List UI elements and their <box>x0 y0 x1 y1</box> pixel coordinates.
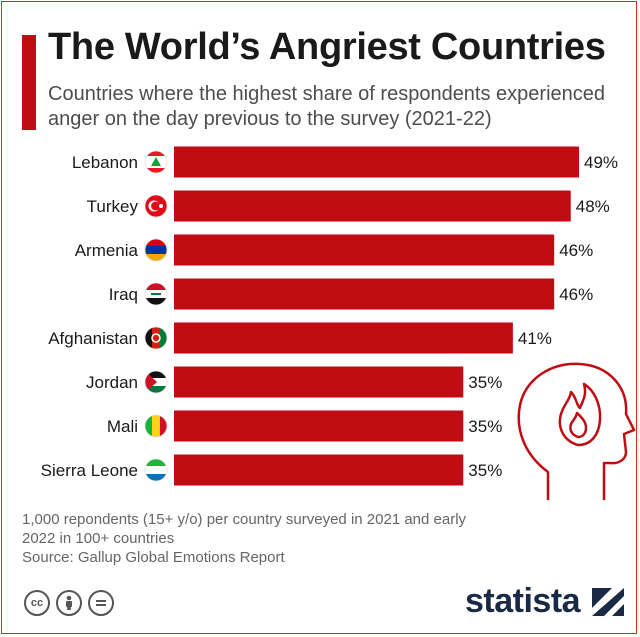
bar-row-mali: Mali 35% <box>107 410 502 442</box>
flag-outline <box>144 194 168 218</box>
iraq-flag-icon <box>145 283 167 305</box>
value-label-afghanistan: 41% <box>518 329 552 348</box>
value-label-turkey: 48% <box>576 197 610 216</box>
angry-head-icon <box>517 362 636 500</box>
category-label-turkey: Turkey <box>87 197 139 216</box>
category-label-armenia: Armenia <box>75 241 139 260</box>
bar-sierra-leone <box>174 454 464 486</box>
category-label-mali: Mali <box>107 417 138 436</box>
bar-lebanon <box>174 146 579 178</box>
lebanon-flag-icon <box>145 151 167 173</box>
bar-row-sierra-leone: Sierra Leone 35% <box>41 454 502 486</box>
bar-row-turkey: Turkey 48% <box>87 190 610 222</box>
survey-note: 1,000 repondents (15+ y/o) per country s… <box>22 511 467 547</box>
category-label-jordan: Jordan <box>86 373 138 392</box>
bar-row-armenia: Armenia 46% <box>75 234 593 266</box>
subtitle: Countries where the highest share of res… <box>48 83 606 130</box>
bar-row-afghanistan: Afghanistan 41% <box>48 322 552 354</box>
value-label-iraq: 46% <box>559 285 593 304</box>
flag-outline <box>144 238 168 262</box>
category-label-sierra-leone: Sierra Leone <box>41 461 138 480</box>
value-label-lebanon: 49% <box>584 153 618 172</box>
bar-iraq <box>174 278 555 310</box>
mali-flag-icon <box>145 415 167 437</box>
cc-icon[interactable]: cc <box>24 590 50 616</box>
flag-outline <box>144 458 168 482</box>
category-label-afghanistan: Afghanistan <box>48 329 138 348</box>
page-title: The World’s Angriest Countries <box>48 26 606 68</box>
license-icons: cc <box>24 590 114 616</box>
category-label-lebanon: Lebanon <box>72 153 138 172</box>
bar-row-iraq: Iraq 46% <box>109 278 593 310</box>
flag-outline <box>144 370 168 394</box>
bar-row-jordan: Jordan 35% <box>86 366 502 398</box>
value-label-sierra-leone: 35% <box>468 461 502 480</box>
chart-footnote: 1,000 repondents (15+ y/o) per country s… <box>22 510 502 567</box>
no-derivatives-icon[interactable] <box>88 590 114 616</box>
title-accent-bar <box>22 35 36 130</box>
armenia-flag-icon <box>145 239 167 261</box>
bar-jordan <box>174 366 464 398</box>
sierra-leone-flag-icon <box>145 459 167 481</box>
flag-outline <box>144 282 168 306</box>
flag-outline <box>144 150 168 174</box>
flag-outline <box>144 326 168 350</box>
jordan-flag-icon <box>145 371 167 393</box>
value-label-armenia: 46% <box>559 241 593 260</box>
value-label-jordan: 35% <box>468 373 502 392</box>
bar-armenia <box>174 234 555 266</box>
value-label-mali: 35% <box>468 417 502 436</box>
source-note: Source: Gallup Global Emotions Report <box>22 549 285 566</box>
bar-afghanistan <box>174 322 513 354</box>
bar-chart: Lebanon 49% Turkey 48% Armenia 46% Iraq 46% Afgh… <box>41 146 636 500</box>
category-label-iraq: Iraq <box>109 285 138 304</box>
afghanistan-flag-icon <box>145 327 167 349</box>
bar-mali <box>174 410 464 442</box>
statista-logo[interactable]: statista <box>465 582 581 620</box>
statista-logo-mark-icon <box>592 588 624 616</box>
turkey-flag-icon <box>145 195 167 217</box>
flag-outline <box>144 414 168 438</box>
bar-row-lebanon: Lebanon 49% <box>72 146 618 178</box>
attribution-icon[interactable] <box>56 590 82 616</box>
bar-turkey <box>174 190 571 222</box>
